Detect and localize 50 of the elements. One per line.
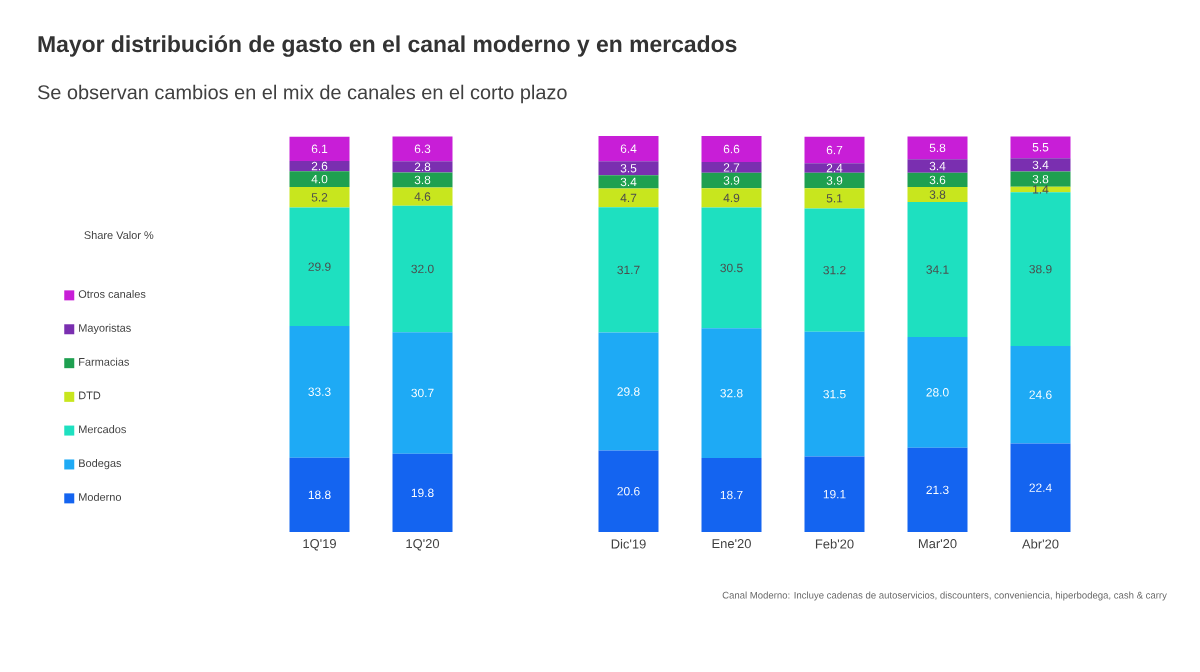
bar: [1010, 192, 1071, 347]
bar: [804, 136, 865, 164]
bar: [392, 136, 453, 162]
bar: [392, 187, 453, 206]
bar: [701, 458, 762, 532]
bar: [804, 163, 865, 173]
bar: [289, 207, 350, 326]
bar: [392, 172, 453, 188]
bar: [392, 332, 453, 454]
bar: [289, 457, 350, 532]
bar: [392, 205, 453, 333]
bar: [392, 161, 453, 173]
bar: [701, 207, 762, 329]
bar: [289, 136, 350, 161]
bar: [289, 325, 350, 458]
chart-title: Mayor distribución de gasto en el canal moderno y en mercados: [38, 35, 737, 57]
chart-subtitle: Se observan cambios en el mix de canales en el corto plazo: [37, 84, 567, 104]
bar: [598, 175, 659, 189]
bar: [701, 162, 762, 173]
bar: [701, 188, 762, 208]
bar: [598, 207, 659, 333]
bar: [289, 160, 350, 172]
bar: [598, 161, 659, 176]
bar: [907, 202, 968, 337]
bar: [907, 136, 968, 160]
bar: [701, 172, 762, 189]
bar: [804, 188, 865, 209]
bar: [1010, 136, 1071, 159]
bar: [598, 135, 659, 162]
bar: [907, 447, 968, 532]
bar: [701, 328, 762, 459]
bar: [289, 187, 350, 208]
bar: [598, 332, 659, 451]
bar: [907, 336, 968, 448]
bar: [598, 188, 659, 208]
bar: [392, 453, 453, 532]
bar: [804, 208, 865, 332]
bar: [598, 450, 659, 532]
bar: [804, 456, 865, 532]
bar: [1010, 443, 1071, 532]
bar: [701, 135, 762, 163]
bar: [804, 172, 865, 189]
bar: [907, 172, 968, 188]
bar: [1010, 158, 1071, 172]
bar: [1010, 346, 1071, 444]
bar: [289, 171, 350, 188]
bar: [804, 331, 865, 457]
bar: [1010, 171, 1071, 187]
bar: [907, 187, 968, 203]
bar: [907, 159, 968, 173]
